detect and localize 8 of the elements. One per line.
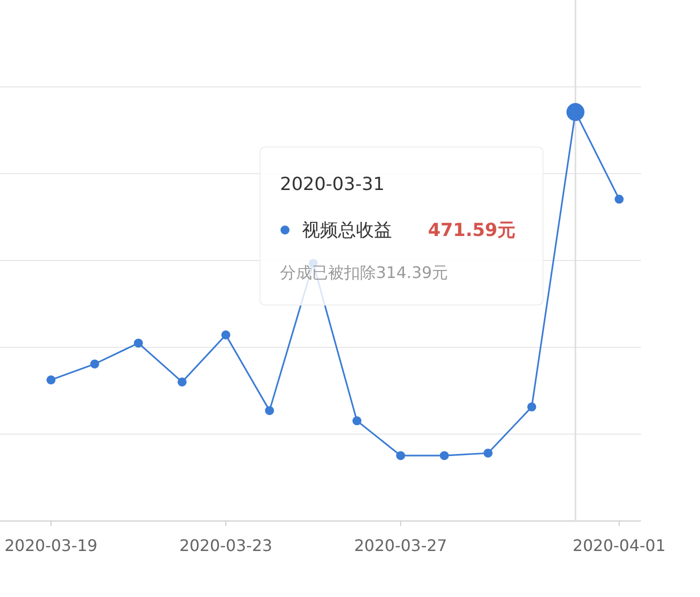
x-tick-label: 2020-03-19: [4, 536, 98, 555]
x-tick-label: 2020-03-27: [354, 536, 448, 555]
legend-label: 视频总收益: [302, 220, 392, 241]
annotation: 471.59元: [428, 220, 516, 241]
x-tick-label: 2020-03-23: [179, 536, 272, 555]
x-tick-label: 2020-04-01: [572, 536, 666, 555]
annotation: 2020-03-31: [280, 174, 385, 195]
annotation: 分成已被扣除314.39元: [280, 263, 448, 282]
